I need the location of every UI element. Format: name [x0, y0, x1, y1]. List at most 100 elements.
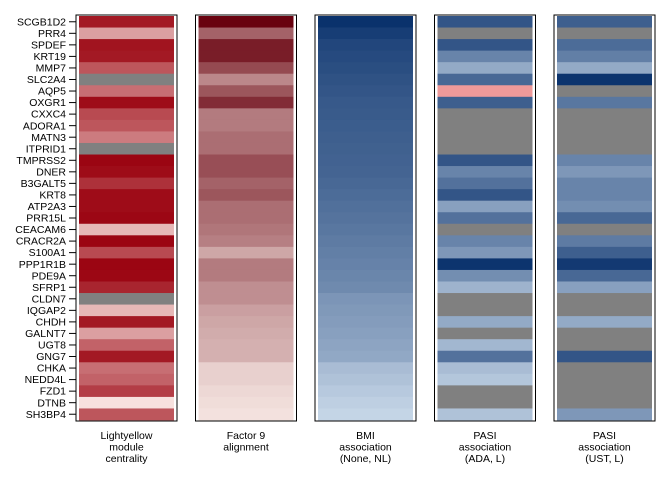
heatmap-cell — [79, 327, 174, 340]
heatmap-cell — [318, 39, 413, 52]
heatmap-cell — [318, 200, 413, 213]
heatmap-cell — [198, 350, 294, 363]
heatmap-cell — [557, 16, 652, 28]
heatmap-cell — [198, 27, 294, 40]
heatmap-cell — [437, 189, 533, 202]
gene-label-chdh: CHDH — [36, 316, 66, 328]
heatmap-cell — [79, 373, 174, 386]
heatmap-cell — [198, 304, 294, 317]
gene-label-sfrp1: SFRP1 — [32, 282, 66, 294]
heatmap-cell — [79, 396, 174, 409]
heatmap-cell — [318, 235, 413, 248]
heatmap-cell — [79, 235, 174, 248]
heatmap-cell — [318, 212, 413, 225]
gene-label-atp2a3: ATP2A3 — [28, 201, 66, 213]
column-label-line: (ADA, L) — [465, 453, 505, 465]
heatmap-cell — [437, 396, 533, 409]
heatmap-cell — [437, 316, 533, 329]
heatmap-cell — [198, 131, 294, 144]
heatmap-cell — [198, 362, 294, 375]
heatmap-cell — [318, 108, 413, 121]
gene-label-scgb1d2: SCGB1D2 — [17, 16, 66, 28]
heatmap-cell — [437, 39, 533, 52]
column-label-line: association — [459, 442, 512, 454]
heatmap-cell — [557, 27, 652, 40]
heatmap-cell — [437, 16, 533, 28]
gene-label-ugt8: UGT8 — [38, 340, 66, 352]
heatmap-cell — [437, 108, 533, 121]
heatmap-cell — [198, 246, 294, 259]
heatmap-cell — [437, 385, 533, 398]
heatmap-cell — [557, 62, 652, 75]
heatmap-cell — [437, 131, 533, 144]
heatmap-cell — [557, 96, 652, 109]
heatmap-cell — [557, 350, 652, 363]
heatmap-cell — [198, 142, 294, 155]
heatmap-cell — [437, 142, 533, 155]
heatmap-cell — [198, 189, 294, 202]
column-label-line: (None, NL) — [340, 453, 391, 465]
heatmap-cell — [557, 281, 652, 294]
heatmap-cell — [437, 177, 533, 190]
column-label-line: alignment — [223, 442, 269, 454]
heatmap-cell — [79, 108, 174, 121]
heatmap-cell — [198, 73, 294, 86]
heatmap-cell — [198, 385, 294, 398]
heatmap-cell — [557, 362, 652, 375]
heatmap-cell — [557, 373, 652, 386]
heatmap-cell — [557, 177, 652, 190]
heatmap-cell — [198, 212, 294, 225]
gene-label-matn3: MATN3 — [31, 132, 66, 144]
heatmap-cell — [318, 281, 413, 294]
gene-label-pde9a: PDE9A — [32, 270, 66, 282]
heatmap-cell — [437, 246, 533, 259]
panel-frame — [553, 14, 656, 422]
gene-label-galnt7: GALNT7 — [25, 328, 66, 340]
heatmap-cell — [79, 304, 174, 317]
heatmap-cell — [79, 142, 174, 155]
heatmap-cell — [198, 108, 294, 121]
heatmap-cell — [557, 327, 652, 340]
heatmap-cell — [318, 258, 413, 271]
gene-label-krt19: KRT19 — [34, 51, 67, 63]
heatmap-cell — [79, 27, 174, 40]
gene-label-cxxc4: CXXC4 — [31, 109, 66, 121]
heatmap-cell — [79, 50, 174, 63]
column-label-line: BMI — [356, 430, 375, 442]
heatmap-cell — [437, 119, 533, 132]
heatmap-cell — [198, 269, 294, 282]
heatmap-cell — [198, 39, 294, 52]
heatmap-cell — [557, 408, 652, 421]
heatmap-cell — [79, 281, 174, 294]
heatmap-cell — [198, 293, 294, 305]
heatmap-cell — [79, 408, 174, 421]
heatmap-cell — [437, 200, 533, 213]
heatmap-cell — [437, 339, 533, 352]
gene-label-mmp7: MMP7 — [36, 63, 66, 75]
heatmap-cell — [557, 212, 652, 225]
heatmap-cell — [557, 39, 652, 52]
heatmap-cell — [318, 142, 413, 155]
gene-label-adora1: ADORA1 — [23, 120, 66, 132]
heatmap-cell — [437, 27, 533, 40]
heatmap-cell — [318, 269, 413, 282]
heatmap-cell — [79, 293, 174, 305]
heatmap-cell — [557, 73, 652, 86]
heatmap-cell — [79, 62, 174, 75]
heatmap-cell — [318, 293, 413, 305]
heatmap-cell — [557, 304, 652, 317]
heatmap-cell — [318, 131, 413, 144]
heatmap-cell — [318, 177, 413, 190]
column-label-line: Factor 9 — [227, 430, 266, 442]
heatmap-cell — [79, 166, 174, 178]
heatmap-cell — [198, 62, 294, 75]
heatmap-cell — [557, 385, 652, 398]
heatmap-cell — [437, 408, 533, 421]
heatmap-cell — [198, 408, 294, 421]
gene-label-nedd4l: NEDD4L — [25, 374, 67, 386]
heatmap-cell — [318, 189, 413, 202]
heatmap-cell — [318, 396, 413, 409]
heatmap-cell — [318, 339, 413, 352]
gene-label-chka: CHKA — [37, 363, 66, 375]
